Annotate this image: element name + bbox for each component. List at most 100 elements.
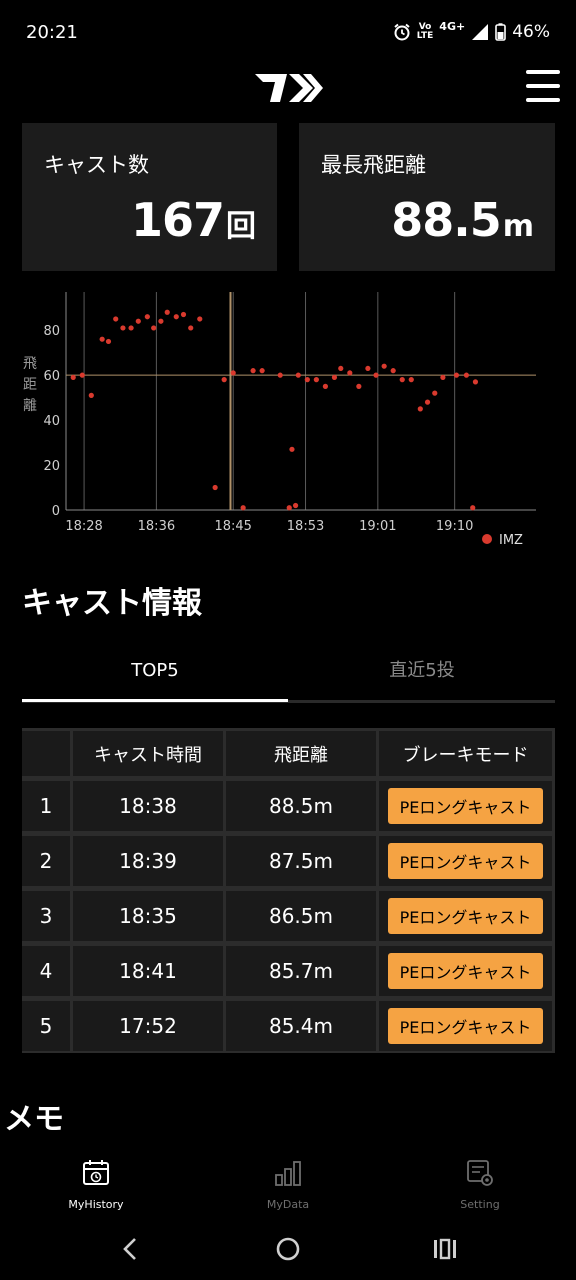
data-point xyxy=(470,505,476,511)
recent-apps-icon[interactable] xyxy=(430,1234,460,1264)
table-row: 5 17:52 85.4m PEロングキャスト xyxy=(22,998,555,1053)
nav-label: Setting xyxy=(460,1198,500,1211)
nav-myhistory[interactable]: MyHistory xyxy=(36,1150,156,1211)
time-cell: 18:39 xyxy=(73,836,223,886)
back-icon[interactable] xyxy=(116,1234,146,1264)
rank-cell: 1 xyxy=(22,781,70,831)
data-point xyxy=(212,484,218,491)
bottom-navigation: MyHistory MyData Setting xyxy=(0,1150,576,1220)
column-header-distance: 飛距離 xyxy=(226,731,376,776)
data-point xyxy=(453,372,460,378)
cast-count-card: キャスト数 167回 xyxy=(22,123,277,271)
data-point xyxy=(158,318,164,324)
data-point xyxy=(347,370,353,376)
data-point xyxy=(322,383,329,389)
data-point xyxy=(79,372,85,378)
tab-divider xyxy=(22,700,555,703)
distance-cell: 85.7m xyxy=(226,946,376,996)
data-point xyxy=(173,314,179,320)
y-tick-label: 60 xyxy=(43,369,60,384)
rank-cell: 2 xyxy=(22,836,70,886)
table-row: 1 18:38 88.5m PEロングキャスト xyxy=(22,778,555,833)
calendar-history-icon xyxy=(83,1160,109,1185)
hamburger-menu-icon[interactable] xyxy=(526,70,560,102)
data-point xyxy=(331,374,338,381)
max-distance-unit: m xyxy=(502,209,534,244)
app-header xyxy=(0,64,576,114)
data-point xyxy=(365,365,371,372)
table-row: 4 18:41 85.7m PEロングキャスト xyxy=(22,943,555,998)
data-point xyxy=(240,505,246,511)
network-type: 4G+ xyxy=(439,20,466,33)
distance-cell: 86.5m xyxy=(226,891,376,941)
data-point xyxy=(230,370,236,376)
distance-cell: 85.4m xyxy=(226,1001,376,1051)
nav-mydata[interactable]: MyData xyxy=(228,1150,348,1211)
alarm-icon xyxy=(394,23,410,41)
data-point xyxy=(221,377,227,383)
column-header-rank xyxy=(22,731,70,776)
y-axis-label-char: 距 xyxy=(23,377,37,393)
max-distance-value: 88.5m xyxy=(391,193,534,247)
data-point xyxy=(164,309,170,315)
home-icon[interactable] xyxy=(273,1234,303,1264)
y-tick-label: 80 xyxy=(43,324,60,339)
data-point xyxy=(399,377,405,383)
data-point xyxy=(188,325,194,331)
rank-cell: 5 xyxy=(22,1001,70,1051)
data-point xyxy=(135,318,141,324)
tab-top5[interactable]: TOP5 xyxy=(131,660,179,681)
cast-info-title: キャスト情報 xyxy=(22,586,202,621)
data-point xyxy=(424,399,431,405)
nav-label: MyHistory xyxy=(68,1198,124,1211)
brake-mode-badge: PEロングキャスト xyxy=(387,953,544,989)
nav-setting[interactable]: Setting xyxy=(420,1150,540,1211)
y-tick-label: 0 xyxy=(52,504,60,519)
data-point xyxy=(180,311,187,318)
status-bar: 20:21 Vo LTE 4G+ 46% xyxy=(0,0,576,64)
data-point xyxy=(88,392,94,398)
rank-cell: 3 xyxy=(22,891,70,941)
data-point xyxy=(105,338,112,345)
legend-label: IMZ xyxy=(499,533,523,548)
x-tick-label: 18:28 xyxy=(65,519,102,534)
max-distance-card: 最長飛距離 88.5m xyxy=(299,123,555,271)
data-point xyxy=(277,372,283,378)
data-point xyxy=(338,365,344,372)
y-tick-label: 40 xyxy=(43,414,60,429)
cast-count-value: 167回 xyxy=(130,193,256,247)
data-point xyxy=(295,372,301,378)
brake-mode-cell: PEロングキャスト xyxy=(379,891,552,941)
time-cell: 17:52 xyxy=(73,1001,223,1051)
time-cell: 18:38 xyxy=(73,781,223,831)
settings-icon xyxy=(467,1160,493,1186)
x-tick-label: 19:10 xyxy=(436,519,473,534)
brake-mode-cell: PEロングキャスト xyxy=(379,946,552,996)
table-row: 2 18:39 87.5m PEロングキャスト xyxy=(22,833,555,888)
data-point xyxy=(144,314,150,320)
y-axis-label-char: 離 xyxy=(23,397,37,414)
system-navigation-bar xyxy=(0,1226,576,1270)
brake-mode-cell: PEロングキャスト xyxy=(379,1001,552,1051)
data-point xyxy=(99,336,105,342)
distance-cell: 88.5m xyxy=(226,781,376,831)
cast-info-tabs: TOP5 直近5投 xyxy=(22,648,555,704)
nav-label: MyData xyxy=(266,1198,310,1211)
battery-percent: 46% xyxy=(512,22,550,42)
brake-mode-badge: PEロングキャスト xyxy=(387,843,544,879)
x-tick-label: 18:53 xyxy=(287,519,324,534)
data-point xyxy=(356,383,362,389)
data-point xyxy=(463,372,470,378)
brake-mode-badge: PEロングキャスト xyxy=(387,788,544,824)
distance-cell: 87.5m xyxy=(226,836,376,886)
tab-recent5[interactable]: 直近5投 xyxy=(389,660,455,681)
brake-mode-cell: PEロングキャスト xyxy=(379,781,552,831)
status-time: 20:21 xyxy=(26,22,78,43)
time-cell: 18:35 xyxy=(73,891,223,941)
x-tick-label: 19:01 xyxy=(359,519,396,534)
cast-count-unit: 回 xyxy=(226,209,256,244)
rank-cell: 4 xyxy=(22,946,70,996)
data-point xyxy=(373,372,379,378)
data-point xyxy=(472,379,479,385)
legend-marker xyxy=(482,534,492,544)
